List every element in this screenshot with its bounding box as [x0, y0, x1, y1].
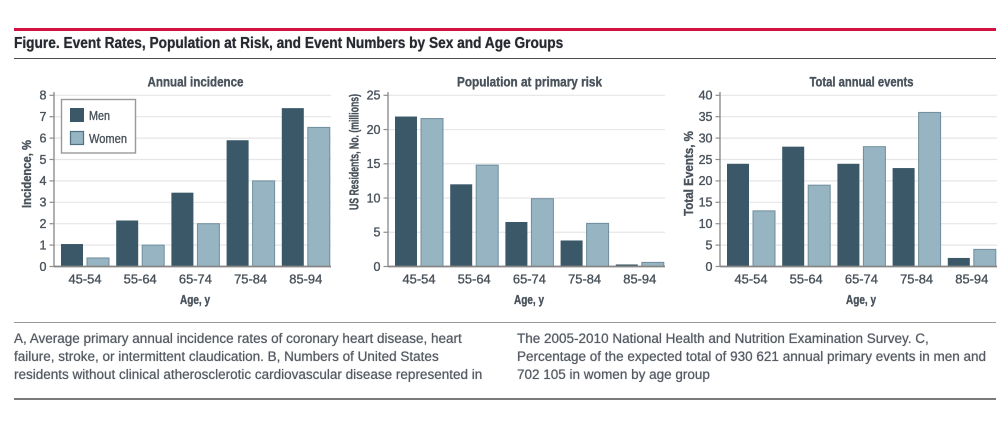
svg-text:7: 7: [40, 110, 47, 124]
svg-text:Age, y: Age, y: [514, 293, 544, 307]
svg-text:Population at primary risk: Population at primary risk: [457, 74, 602, 89]
svg-text:65-74: 65-74: [179, 273, 212, 287]
svg-text:45-54: 45-54: [403, 273, 436, 287]
svg-text:45-54: 45-54: [735, 273, 768, 287]
svg-text:75-84: 75-84: [900, 273, 933, 287]
svg-text:55-64: 55-64: [790, 273, 823, 287]
svg-text:4: 4: [40, 174, 47, 188]
svg-text:10: 10: [699, 217, 713, 231]
svg-text:0: 0: [374, 260, 381, 274]
svg-text:40: 40: [699, 89, 713, 103]
svg-text:10: 10: [367, 191, 381, 205]
svg-text:20: 20: [367, 123, 381, 137]
svg-text:75-84: 75-84: [234, 273, 267, 287]
svg-text:Incidence, %: Incidence, %: [20, 140, 34, 208]
svg-text:Total Events, %: Total Events, %: [682, 131, 696, 216]
svg-text:55-64: 55-64: [458, 273, 491, 287]
svg-text:85-94: 85-94: [623, 273, 656, 287]
svg-text:5: 5: [706, 238, 713, 252]
svg-text:25: 25: [367, 89, 381, 103]
svg-text:75-84: 75-84: [568, 273, 601, 287]
svg-text:20: 20: [699, 174, 713, 188]
svg-text:Annual incidence: Annual incidence: [148, 74, 244, 89]
svg-text:Total annual events: Total annual events: [810, 74, 914, 89]
svg-text:85-94: 85-94: [289, 273, 322, 287]
svg-text:8: 8: [40, 89, 47, 103]
svg-text:55-64: 55-64: [124, 273, 157, 287]
svg-text:Age, y: Age, y: [846, 293, 876, 307]
svg-text:25: 25: [699, 153, 713, 167]
svg-text:35: 35: [699, 110, 713, 124]
svg-text:2: 2: [40, 217, 47, 231]
svg-text:3: 3: [40, 196, 47, 210]
svg-text:Age, y: Age, y: [180, 293, 210, 307]
svg-text:Men: Men: [89, 109, 110, 123]
svg-text:6: 6: [40, 131, 47, 145]
svg-text:0: 0: [706, 260, 713, 274]
svg-text:15: 15: [367, 157, 381, 171]
svg-text:65-74: 65-74: [513, 273, 546, 287]
svg-text:5: 5: [40, 153, 47, 167]
svg-text:1: 1: [40, 238, 47, 252]
svg-text:30: 30: [699, 131, 713, 145]
svg-text:US Residents, No. (millions): US Residents, No. (millions): [348, 94, 362, 210]
svg-text:85-94: 85-94: [955, 273, 988, 287]
svg-text:0: 0: [40, 260, 47, 274]
svg-text:45-54: 45-54: [69, 273, 102, 287]
svg-text:65-74: 65-74: [845, 273, 878, 287]
svg-text:Women: Women: [89, 132, 127, 146]
svg-text:5: 5: [374, 226, 381, 240]
svg-text:15: 15: [699, 196, 713, 210]
